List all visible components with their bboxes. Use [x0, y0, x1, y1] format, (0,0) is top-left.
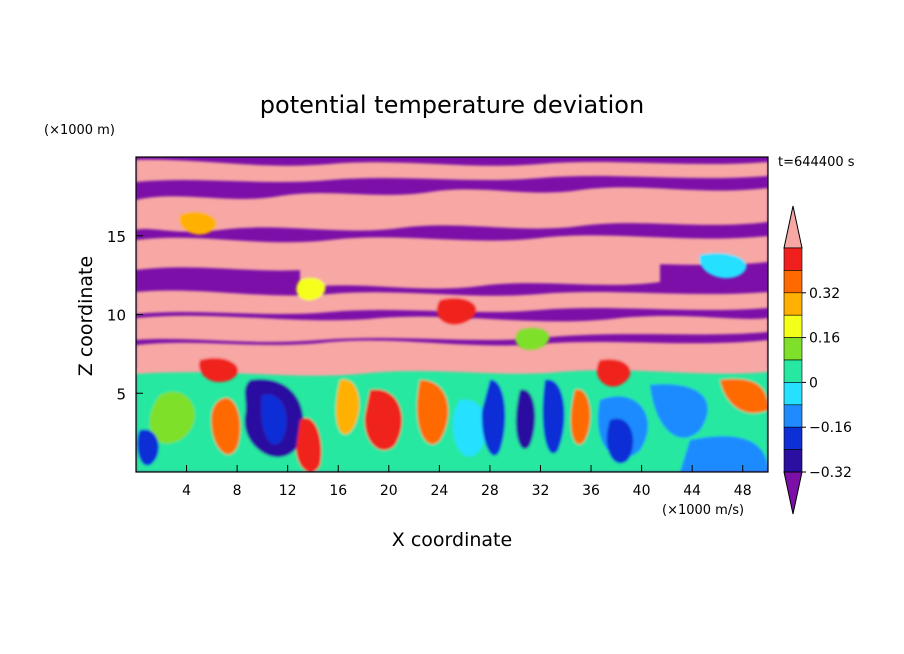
colorbar-segment: [783, 426, 803, 450]
lower-layer: [136, 368, 768, 472]
x-tick-label: 16: [329, 483, 347, 499]
x-tick-label: 20: [380, 483, 398, 499]
colorbar-label: 0: [809, 375, 818, 391]
colorbar-segment: [783, 247, 803, 271]
x-axis: 4 8 12 16 20 24 28 32 36 40 44 48: [182, 465, 752, 499]
colorbar-label: −0.16: [809, 420, 852, 436]
colorbar-segment: [783, 404, 803, 428]
x-tick-label: 28: [481, 483, 499, 499]
chart-title: potential temperature deviation: [260, 91, 644, 119]
colorbar-segment: [783, 359, 803, 383]
colorbar-segment: [783, 270, 803, 294]
x-tick-label: 12: [279, 483, 297, 499]
x-tick-label: 8: [233, 483, 242, 499]
colorbar-label: 0.32: [809, 286, 840, 302]
colorbar-label: −0.32: [809, 465, 852, 481]
colorbar-segment: [783, 382, 803, 406]
plot-area: [136, 157, 768, 472]
time-label: t=644400 s: [778, 155, 855, 170]
x-tick-label: 44: [683, 483, 701, 499]
colorbar-label: 0.16: [809, 331, 840, 347]
y-tick-label: 10: [107, 307, 126, 325]
upper-layer: [136, 159, 768, 350]
colorbar-segment: [783, 449, 803, 473]
colorbar-segment: [783, 314, 803, 338]
y-axis: 5 10 15: [107, 228, 143, 403]
y-tick-label: 15: [107, 228, 126, 246]
middle-layer: [136, 315, 768, 387]
x-axis-label: X coordinate: [392, 529, 512, 551]
colorbar-segment: [783, 292, 803, 316]
x-tick-label: 24: [430, 483, 448, 499]
x-tick-label: 40: [633, 483, 651, 499]
colorbar-min-extend: [783, 471, 803, 515]
colorbar-max-extend: [783, 205, 803, 249]
y-unit-label: (×1000 m): [44, 123, 115, 138]
y-tick-label: 5: [116, 385, 126, 403]
x-tick-label: 32: [532, 483, 550, 499]
x-tick-label: 48: [734, 483, 752, 499]
x-tick-label: 4: [182, 483, 191, 499]
x-unit-label: (×1000 m/s): [662, 503, 744, 518]
colorbar-segment: [783, 337, 803, 361]
y-axis-label: Z coordinate: [75, 256, 97, 376]
x-tick-label: 36: [582, 483, 600, 499]
colorbar: 0.32 0.16 0 −0.16 −0.32: [783, 205, 852, 515]
